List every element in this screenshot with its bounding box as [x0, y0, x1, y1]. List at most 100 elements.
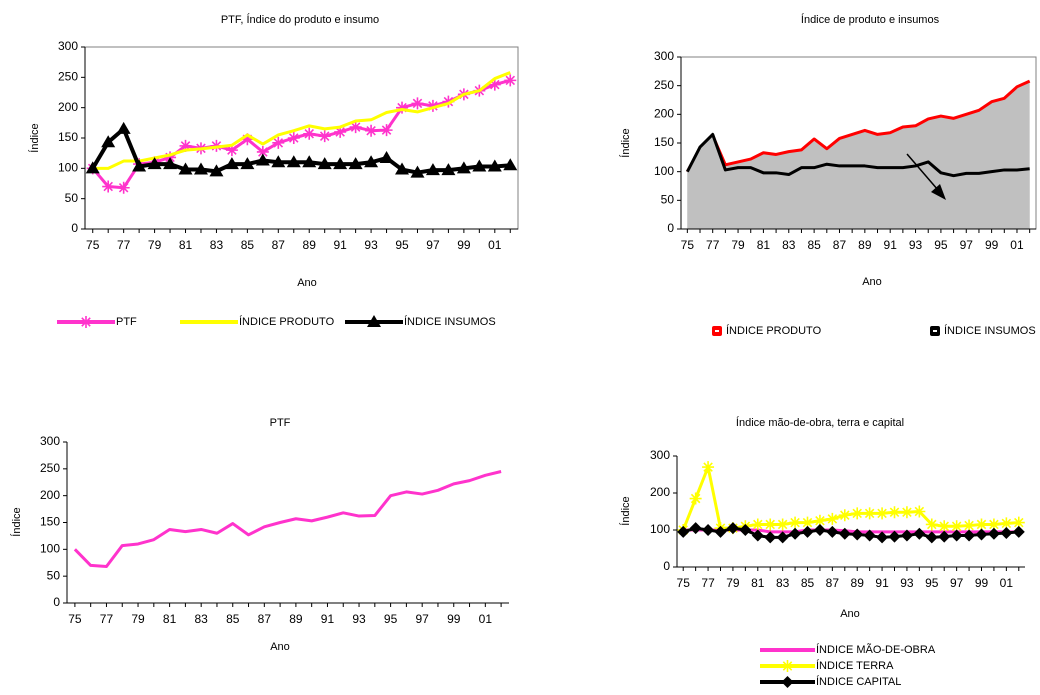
marker	[411, 97, 424, 110]
marker	[764, 531, 777, 544]
x-tick-label: 95	[925, 576, 939, 590]
marker	[364, 155, 379, 168]
x-tick-label: 91	[875, 576, 889, 590]
marker	[776, 518, 789, 531]
y-axis-label: Índice	[619, 496, 632, 525]
marker	[147, 157, 162, 170]
marker	[739, 524, 752, 536]
marker	[950, 520, 963, 533]
chart-title: PTF	[270, 417, 291, 429]
marker	[333, 157, 348, 170]
legend-label: PTF	[116, 316, 137, 328]
x-tick-label: 85	[241, 238, 255, 252]
marker	[801, 516, 814, 529]
chart: PTF Ano Índice 0 50 100 150 200 250 300 75 77 79 81 83…	[10, 417, 509, 653]
marker	[209, 164, 224, 177]
x-tick-label: 95	[934, 238, 948, 252]
marker	[689, 492, 702, 505]
marker	[224, 157, 239, 170]
legend: ÍNDICE MÃO-DE-OBRA ÍNDICE TERRA ÍNDICE CAP…	[760, 643, 936, 688]
marker	[888, 506, 901, 519]
y-tick-label: 300	[58, 39, 78, 53]
x-tick-label: 83	[210, 238, 224, 252]
x-tick-label: 77	[701, 576, 715, 590]
marker	[318, 130, 331, 143]
y-tick-label: 300	[650, 448, 670, 462]
y-tick-label: 300	[654, 49, 674, 63]
marker	[163, 157, 178, 170]
marker	[826, 512, 839, 525]
marker	[913, 505, 926, 518]
marker	[863, 507, 876, 520]
marker	[487, 159, 502, 172]
x-tick-label: 83	[782, 238, 796, 252]
series-line	[92, 71, 511, 170]
x-tick-label: 87	[272, 238, 286, 252]
series-group	[677, 461, 1025, 544]
y-tick-label: 300	[40, 434, 60, 448]
x-tick-label: 79	[726, 576, 740, 590]
marker	[863, 529, 876, 542]
marker	[334, 125, 347, 138]
y-tick-label: 150	[58, 130, 78, 144]
marker	[349, 121, 362, 134]
x-tick-label: 87	[258, 612, 272, 626]
marker	[689, 522, 702, 535]
marker	[963, 519, 976, 532]
marker	[1012, 516, 1025, 529]
marker	[781, 676, 794, 688]
marker	[456, 161, 471, 174]
marker	[317, 157, 332, 170]
x-tick-label: 97	[960, 238, 974, 252]
x-tick-label: 97	[950, 576, 964, 590]
legend-label: ÍNDICE PRODUTO	[726, 324, 822, 337]
y-tick-label: 0	[663, 559, 670, 573]
x-tick-label: 85	[801, 576, 815, 590]
marker	[826, 525, 839, 538]
x-tick-label: 99	[457, 238, 471, 252]
x-tick-label: 91	[321, 612, 335, 626]
series-group	[686, 79, 1031, 229]
marker	[781, 660, 794, 672]
chart-title: PTF, Índice do produto e insumo	[221, 13, 379, 26]
x-tick-label: 95	[384, 612, 398, 626]
marker	[365, 124, 378, 137]
marker	[272, 136, 285, 149]
series-line	[73, 470, 502, 569]
y-tick-label: 100	[650, 522, 670, 536]
series-group	[73, 470, 502, 569]
y-axis-label: Índice	[619, 128, 632, 157]
marker	[348, 157, 363, 170]
marker	[938, 530, 951, 543]
chart-title: Índice de produto e insumos	[801, 13, 940, 26]
marker	[838, 527, 851, 540]
marker	[938, 520, 951, 533]
chart-title: Índice mão-de-obra, terra e capital	[736, 416, 904, 429]
marker	[303, 127, 316, 140]
x-tick-label: 85	[807, 238, 821, 252]
x-tick-label: 83	[194, 612, 208, 626]
x-tick-label: 89	[289, 612, 303, 626]
marker	[302, 155, 317, 168]
x-tick-label: 01	[1000, 576, 1014, 590]
marker	[102, 180, 115, 193]
series-line	[682, 526, 1019, 539]
x-tick-label: 79	[131, 612, 145, 626]
y-tick-label: 0	[667, 221, 674, 235]
marker	[876, 531, 889, 544]
marker	[442, 95, 455, 108]
x-tick-label: 85	[226, 612, 240, 626]
marker	[503, 158, 518, 171]
marker	[950, 529, 963, 542]
legend-swatch-inner	[933, 330, 937, 332]
marker	[900, 529, 913, 542]
legend-label: ÍNDICE INSUMOS	[404, 315, 496, 328]
marker	[987, 527, 1000, 540]
legend-label: ÍNDICE PRODUTO	[239, 315, 335, 328]
marker	[117, 181, 130, 194]
marker	[504, 74, 517, 87]
x-tick-label: 01	[488, 238, 502, 252]
marker	[789, 516, 802, 529]
marker	[925, 518, 938, 531]
